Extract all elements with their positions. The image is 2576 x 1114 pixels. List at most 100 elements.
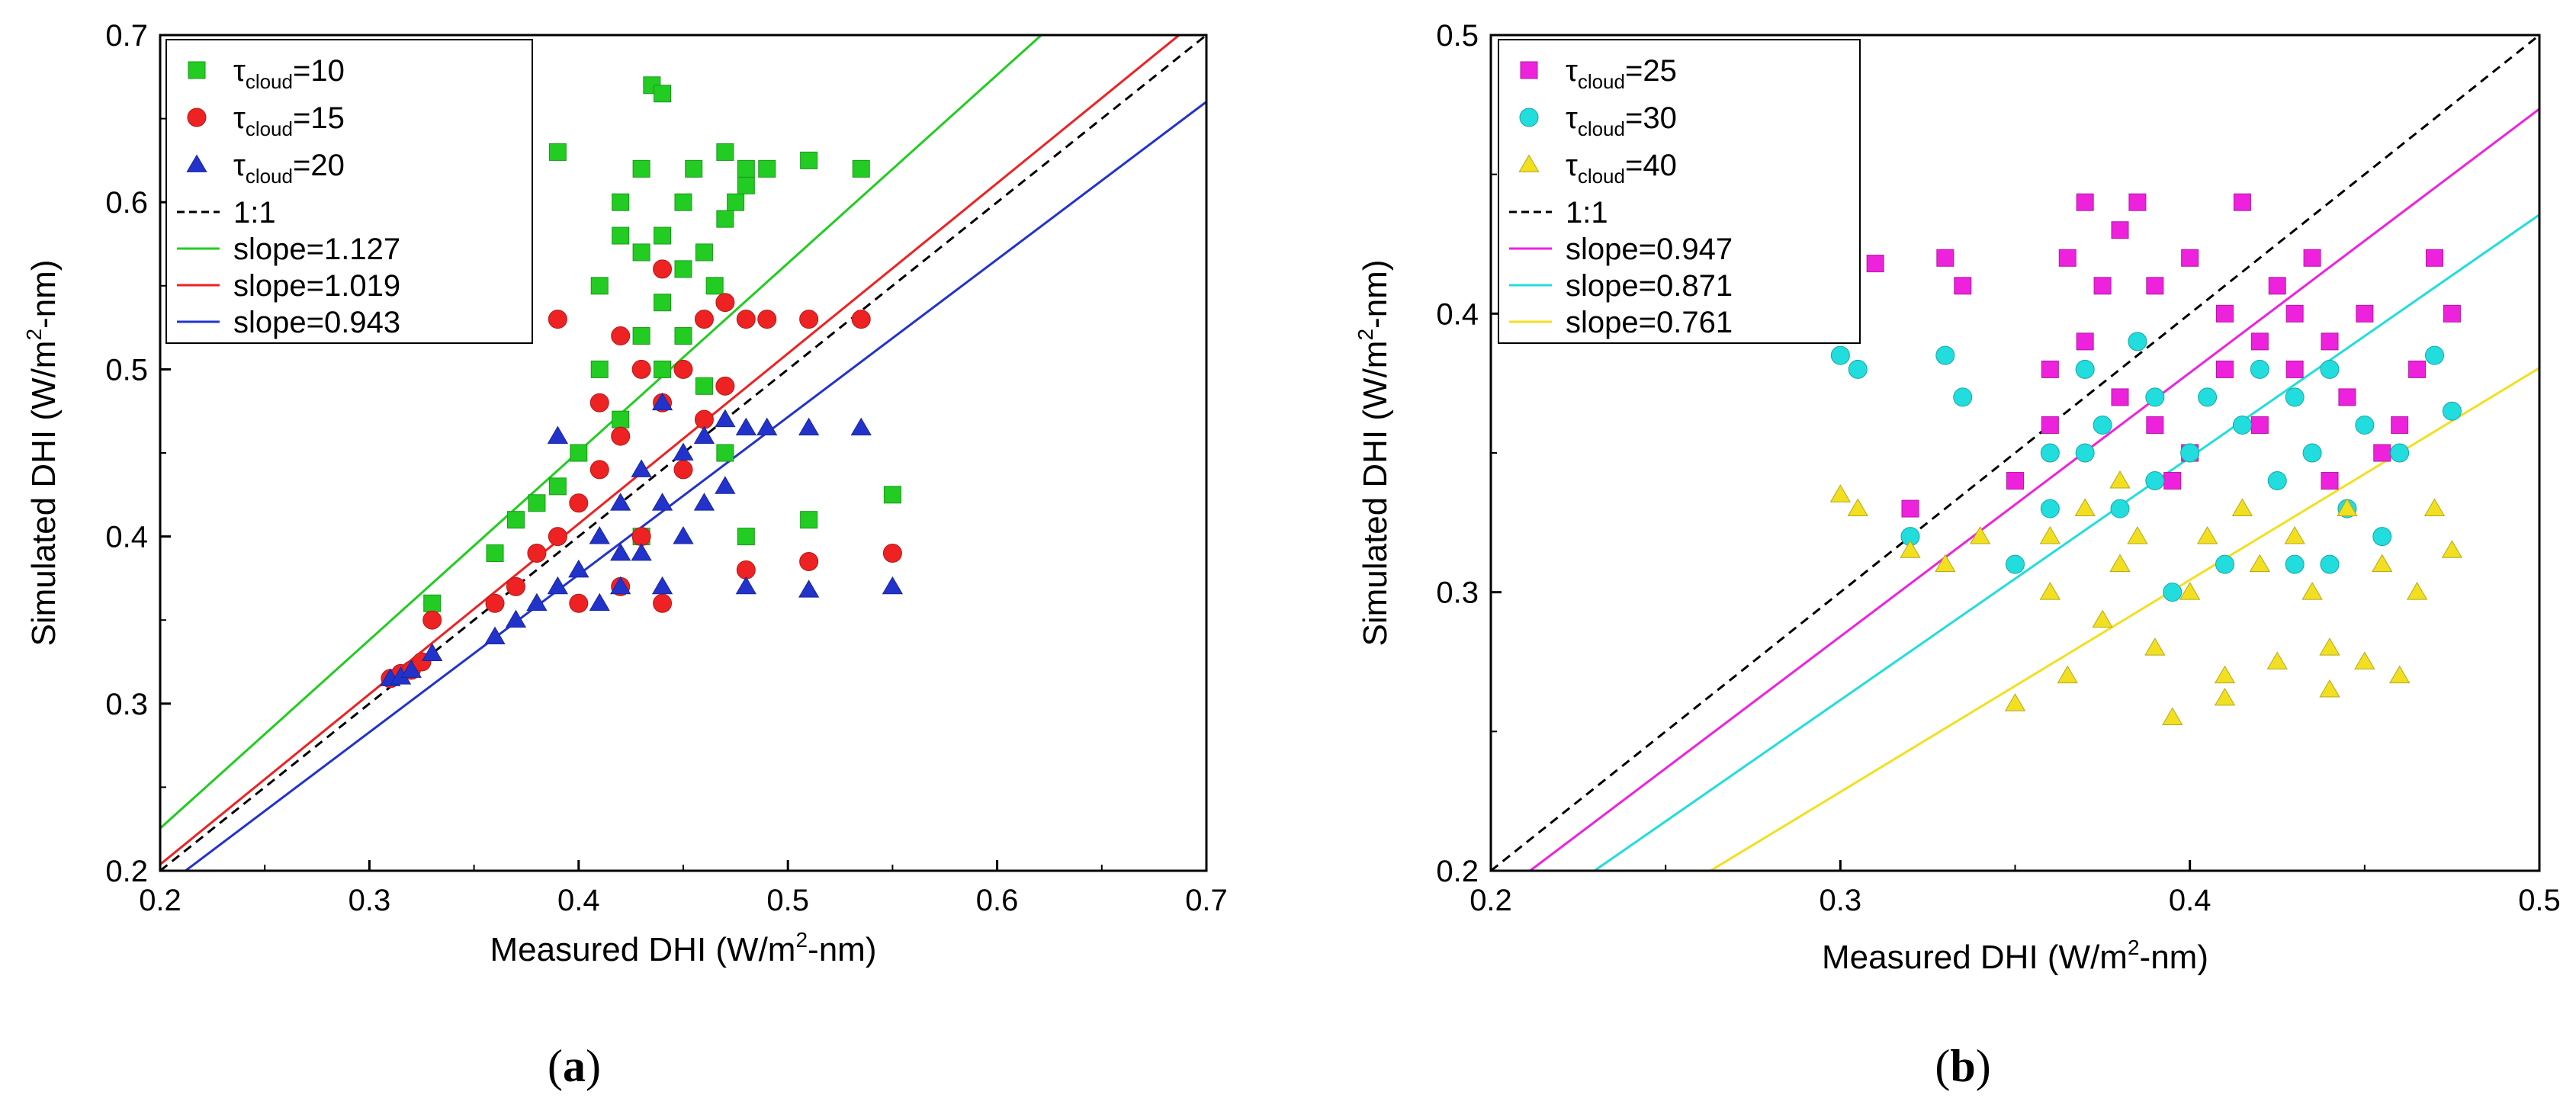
point xyxy=(2321,472,2339,490)
point xyxy=(715,293,735,313)
point xyxy=(2356,304,2374,323)
point xyxy=(2373,444,2391,462)
y-axis-label: Simulated DHI (W/m2-nm) xyxy=(1354,260,1394,647)
point xyxy=(2321,332,2339,351)
point xyxy=(673,359,693,379)
legend-marker xyxy=(188,61,206,79)
point xyxy=(631,459,652,477)
point xyxy=(632,159,650,178)
series-1 xyxy=(1830,332,2462,602)
x-tick-label: 0.3 xyxy=(348,884,391,917)
point xyxy=(528,494,546,512)
legend-box xyxy=(165,39,533,344)
point xyxy=(631,542,652,561)
point xyxy=(673,526,694,544)
point xyxy=(737,176,755,194)
y-tick-label: 0.4 xyxy=(105,521,148,554)
point xyxy=(2214,665,2236,684)
point xyxy=(715,376,735,396)
point xyxy=(2179,582,2201,600)
point xyxy=(758,159,776,178)
point xyxy=(2093,415,2112,435)
x-tick-label: 0.3 xyxy=(1820,884,1862,917)
point xyxy=(2006,472,2024,490)
point xyxy=(610,576,631,595)
y-tick-label: 0.3 xyxy=(1436,576,1479,610)
legend: τcloud=10 τcloud=15 τcloud=20 1:1slope=1.12… xyxy=(165,39,533,344)
point xyxy=(2004,693,2026,711)
series-2 xyxy=(1829,470,2463,725)
point xyxy=(654,360,672,378)
point xyxy=(653,259,673,279)
fit-line-0 xyxy=(1527,108,2539,871)
y-tick-label: 0.5 xyxy=(105,353,148,387)
point xyxy=(2285,360,2304,378)
point xyxy=(651,576,673,595)
point xyxy=(851,310,871,329)
point xyxy=(2285,387,2305,407)
point xyxy=(1901,499,1919,518)
legend-marker xyxy=(1520,61,1538,79)
point xyxy=(2145,471,2165,491)
point xyxy=(2076,193,2094,211)
x-axis-label: Measured DHI (W/m2-nm) xyxy=(490,928,877,968)
legend-label: slope=1.127 xyxy=(233,233,400,266)
point xyxy=(2338,388,2356,406)
point xyxy=(589,460,609,480)
point xyxy=(2216,304,2234,323)
point xyxy=(1900,540,1921,558)
point xyxy=(673,460,693,480)
y-tick-label: 0.2 xyxy=(1436,855,1479,888)
point xyxy=(2110,499,2130,518)
point xyxy=(2284,526,2305,544)
point xyxy=(589,592,610,612)
point xyxy=(2250,332,2269,351)
x-tick-label: 0.4 xyxy=(2169,884,2211,917)
reference-line-1-1 xyxy=(160,35,1206,871)
point xyxy=(2040,499,2060,518)
point xyxy=(632,243,650,262)
reference-line-1-1 xyxy=(1491,35,2539,871)
point xyxy=(882,576,904,595)
point xyxy=(547,576,568,595)
point xyxy=(612,193,630,211)
point xyxy=(715,476,736,494)
chart-b: 0.2 0.3 0.4 0.5 0.2 0.3 0.4 0.5 Measured DHI (W/… xyxy=(1354,19,2561,976)
point xyxy=(799,310,819,329)
point xyxy=(800,511,818,529)
point xyxy=(611,426,631,446)
series-2 xyxy=(380,392,904,686)
point xyxy=(2425,345,2444,365)
point xyxy=(737,159,755,178)
point xyxy=(693,493,715,511)
point xyxy=(2319,637,2340,656)
fit-line-2 xyxy=(1707,367,2539,871)
point xyxy=(2390,443,2410,463)
point xyxy=(1829,484,1851,502)
legend-label: slope=1.019 xyxy=(233,269,400,303)
legend-label: τcloud=15 xyxy=(233,101,345,140)
point xyxy=(486,544,504,563)
fit-line-1 xyxy=(160,35,1181,865)
point xyxy=(2093,277,2112,295)
point xyxy=(2249,554,2270,573)
x-tick-label: 0.2 xyxy=(139,884,181,917)
point xyxy=(883,486,901,504)
point xyxy=(2250,416,2269,434)
point xyxy=(2268,277,2286,295)
point xyxy=(2426,249,2443,267)
y-axis-label: Simulated DHI (W/m2-nm) xyxy=(22,260,63,647)
point xyxy=(2198,387,2218,407)
point xyxy=(852,159,870,178)
point xyxy=(694,310,714,329)
legend-label: slope=0.871 xyxy=(1566,269,1733,303)
point xyxy=(2145,387,2165,407)
fit-line-0 xyxy=(160,35,1043,830)
point xyxy=(2057,665,2078,684)
point xyxy=(2250,359,2269,379)
point xyxy=(2058,249,2077,267)
x-tick-label: 0.7 xyxy=(1185,884,1228,917)
legend-label: τcloud=10 xyxy=(233,54,345,93)
point xyxy=(2180,443,2200,463)
legend-label: τcloud=20 xyxy=(233,149,345,188)
